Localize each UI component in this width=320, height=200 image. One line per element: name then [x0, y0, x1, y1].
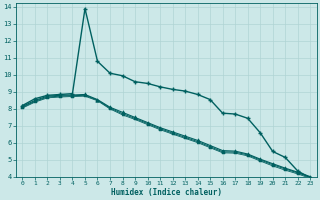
X-axis label: Humidex (Indice chaleur): Humidex (Indice chaleur) [111, 188, 222, 197]
